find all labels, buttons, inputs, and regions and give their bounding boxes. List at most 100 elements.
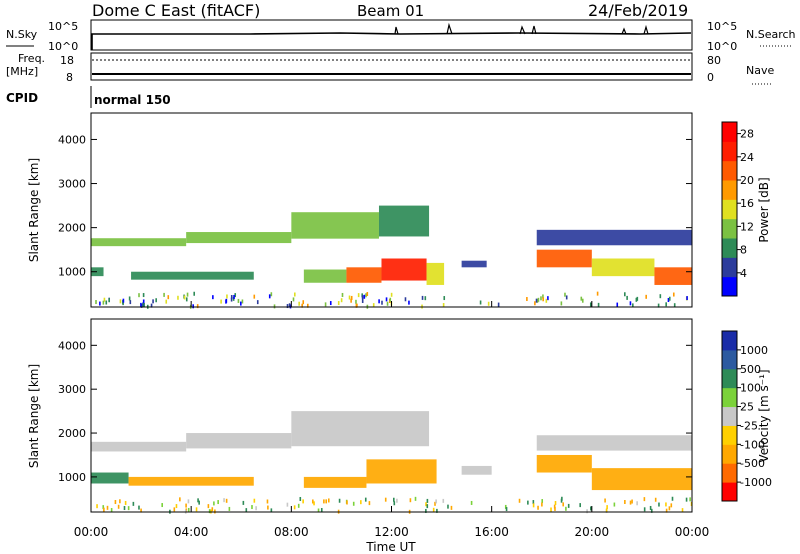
scatter-point — [536, 298, 539, 303]
scatter-point — [357, 293, 360, 298]
colorbar-segment — [722, 122, 737, 142]
scatter-point — [207, 504, 210, 509]
echo-band — [303, 269, 347, 283]
scatter-point — [242, 500, 245, 505]
scatter-point — [124, 500, 127, 505]
echo-band — [91, 472, 129, 484]
scatter-point — [384, 497, 387, 502]
scatter-point — [673, 303, 676, 308]
scatter-point — [289, 304, 292, 309]
scatter-point — [297, 503, 300, 508]
scatter-point — [320, 508, 323, 513]
scatter-point — [654, 497, 657, 502]
scatter-point — [665, 302, 667, 307]
scatter-point — [286, 304, 289, 309]
scatter-point — [313, 501, 315, 506]
log-top-left: 10^5 — [48, 20, 78, 33]
colorbar-segment — [722, 257, 737, 278]
scatter-point — [196, 304, 199, 309]
scatter-point — [526, 297, 528, 302]
scatter-point — [527, 500, 529, 505]
log-bottom-left: 10^0 — [48, 40, 78, 53]
scatter-point — [689, 497, 691, 502]
scatter-point — [414, 496, 417, 501]
scatter-point — [237, 298, 240, 303]
scatter-point — [337, 301, 340, 306]
scatter-point — [211, 507, 214, 512]
echo-band — [128, 476, 254, 486]
scatter-point — [535, 298, 538, 303]
scatter-point — [372, 303, 375, 308]
log-bottom-right: 10^0 — [707, 40, 737, 53]
freq-bottom-tick: 8 — [66, 71, 73, 84]
echo-band — [186, 232, 292, 244]
freq-top-tick: 18 — [60, 54, 74, 67]
power-colorbar — [722, 122, 737, 297]
scatter-point — [589, 302, 592, 307]
echo-band — [654, 267, 692, 285]
scatter-point — [217, 500, 219, 505]
scatter-point — [447, 504, 449, 509]
scatter-point — [329, 301, 332, 306]
scatter-point — [155, 298, 157, 303]
scatter-point — [253, 498, 256, 503]
power-ground-scatter — [95, 291, 688, 309]
scatter-point — [643, 507, 646, 512]
scatter-point — [554, 506, 556, 511]
velocity-ground-scatter — [96, 496, 693, 514]
scatter-point — [255, 506, 257, 511]
scatter-point — [470, 500, 473, 505]
scatter-point — [179, 497, 181, 502]
scatter-point — [167, 295, 170, 300]
scatter-point — [616, 302, 619, 307]
velocity-x-ticks: 00:00 04:00 08:00 12:00 16:00 20:00 00:00 — [74, 506, 709, 539]
scatter-point — [95, 300, 97, 305]
y-tick-label: 4000 — [58, 339, 86, 352]
nsky-panel-frame — [90, 19, 693, 51]
scatter-point — [624, 292, 626, 297]
scatter-point — [122, 298, 125, 303]
scatter-point — [119, 499, 121, 504]
scatter-point — [294, 292, 296, 297]
scatter-point — [404, 297, 407, 302]
scatter-point — [596, 291, 599, 296]
scatter-point — [140, 302, 142, 307]
scatter-point — [185, 297, 188, 302]
velocity-y-ticks: 1000 2000 3000 4000 — [58, 339, 692, 484]
scatter-point — [586, 509, 588, 514]
echo-band — [303, 476, 367, 488]
scatter-point — [670, 503, 673, 508]
scatter-point — [672, 292, 675, 297]
scatter-point — [183, 295, 186, 300]
scatter-point — [273, 304, 276, 309]
y-tick-label: 3000 — [58, 178, 86, 191]
power-y-ticks: 1000 2000 3000 4000 — [58, 133, 693, 307]
scatter-point — [325, 499, 328, 504]
colorbar-tick-label: 1000 — [740, 344, 768, 357]
colorbar-segment — [722, 180, 737, 200]
scatter-point — [668, 506, 671, 511]
scatter-point — [541, 499, 544, 504]
power-echo-bands — [91, 205, 692, 285]
scatter-point — [302, 499, 304, 504]
scatter-point — [541, 502, 543, 507]
scatter-point — [381, 300, 383, 305]
colorbar-segment — [722, 238, 737, 258]
scatter-point — [140, 508, 142, 513]
scatter-point — [198, 500, 200, 505]
scatter-point — [658, 502, 660, 507]
scatter-point — [185, 503, 187, 508]
x-axis-label: Time UT — [365, 540, 416, 554]
echo-band — [91, 267, 104, 277]
scatter-point — [267, 505, 269, 510]
velocity-colorbar — [722, 331, 737, 502]
scatter-point — [365, 293, 367, 298]
scatter-point — [629, 500, 632, 505]
scatter-point — [355, 299, 357, 304]
echo-band — [291, 212, 379, 239]
y-tick-label: 1000 — [58, 471, 86, 484]
y-tick-label: 2000 — [58, 427, 86, 440]
scatter-point — [165, 299, 168, 304]
scatter-point — [350, 298, 352, 303]
